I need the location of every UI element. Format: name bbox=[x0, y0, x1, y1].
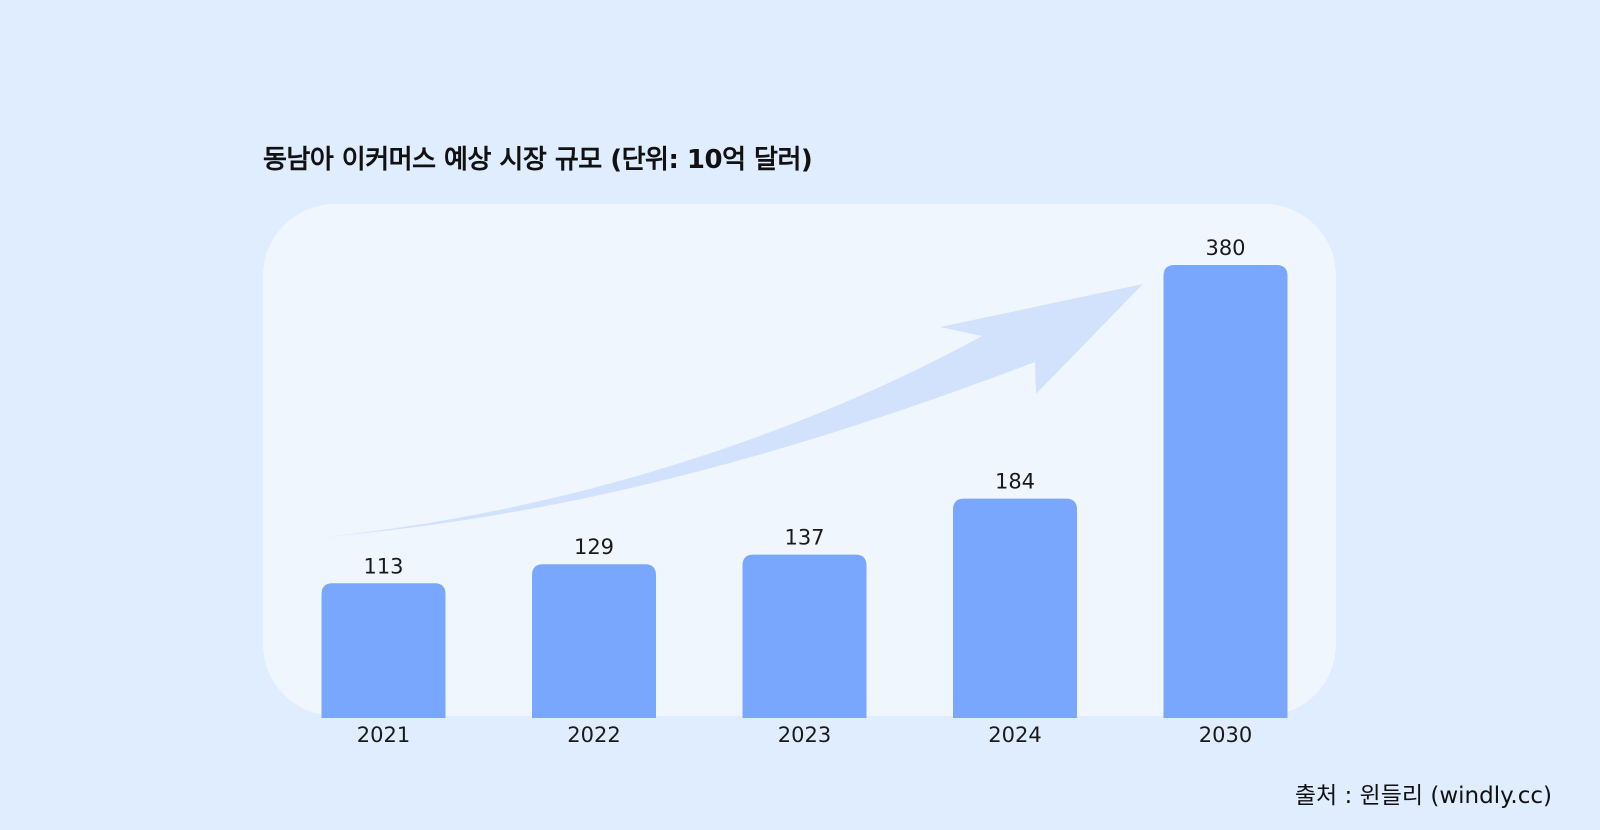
bar-2023 bbox=[742, 554, 867, 718]
category-labels-group: 2021 2022 2023 2024 2030 bbox=[357, 723, 1252, 747]
category-label-2023: 2023 bbox=[778, 723, 831, 747]
category-label-2021: 2021 bbox=[357, 723, 410, 747]
chart-title: 동남아 이커머스 예상 시장 규모 (단위: 10억 달러) bbox=[263, 145, 813, 175]
bar-2024 bbox=[953, 498, 1077, 718]
value-label-2022: 129 bbox=[574, 535, 614, 559]
category-label-2022: 2022 bbox=[567, 723, 620, 747]
bars-group bbox=[321, 265, 1288, 718]
value-label-2021: 113 bbox=[363, 554, 403, 578]
bar-2022 bbox=[532, 564, 656, 718]
value-label-2023: 137 bbox=[784, 526, 824, 550]
category-label-2030: 2030 bbox=[1199, 723, 1252, 747]
bar-2030 bbox=[1163, 265, 1288, 718]
source-note: 출처 : 윈들리 (windly.cc) bbox=[1294, 783, 1552, 809]
value-labels-group: 113 129 137 184 380 bbox=[363, 236, 1245, 578]
growth-arrow bbox=[325, 284, 1143, 537]
category-label-2024: 2024 bbox=[988, 723, 1041, 747]
value-label-2024: 184 bbox=[995, 470, 1035, 494]
value-label-2030: 380 bbox=[1205, 236, 1245, 260]
bar-2021 bbox=[321, 583, 446, 718]
